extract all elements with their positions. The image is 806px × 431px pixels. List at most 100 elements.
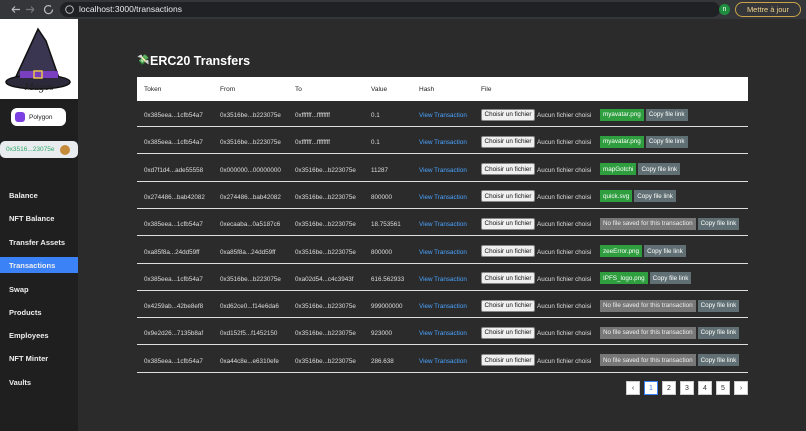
- copy-link-button[interactable]: Copy file link: [697, 326, 740, 339]
- file-tag[interactable]: mapGotchi: [600, 163, 637, 176]
- nav-item[interactable]: Transactions: [0, 257, 78, 273]
- page-button[interactable]: 1: [644, 381, 658, 395]
- copy-link-button[interactable]: Copy file link: [638, 163, 681, 176]
- hash-link[interactable]: View Transaction: [419, 275, 467, 283]
- wallet-icon: [60, 145, 70, 155]
- logo-text: Mages: [24, 81, 54, 93]
- page-button[interactable]: 3: [680, 381, 694, 395]
- table-row: [137, 265, 748, 291]
- hash-link[interactable]: View Transaction: [419, 139, 467, 147]
- to-cell: 0x3516be...b223075e: [295, 330, 356, 338]
- column-header: Value: [371, 86, 388, 93]
- table-row: [137, 156, 748, 182]
- logo-hat: [5, 27, 71, 90]
- profile-avatar[interactable]: n: [719, 4, 730, 15]
- copy-link-button[interactable]: Copy file link: [634, 190, 676, 203]
- table-row: [137, 101, 748, 127]
- token-cell: 0xa85f8a...24dd59ff: [144, 248, 200, 256]
- hash-link[interactable]: View Transaction: [419, 330, 467, 338]
- network-selector[interactable]: Polygon: [11, 108, 66, 126]
- to-cell: 0x3516be...b223075e: [295, 221, 356, 229]
- back-icon[interactable]: [11, 6, 20, 13]
- info-icon: [65, 5, 74, 14]
- page-button[interactable]: ‹: [626, 381, 640, 395]
- file-input-button[interactable]: Choisir un fichier: [481, 190, 535, 203]
- file-input-button[interactable]: Choisir un fichier: [481, 108, 535, 121]
- file-tag[interactable]: myavatar.png: [600, 135, 644, 148]
- browser-nav-icons: [11, 5, 54, 15]
- value-cell: 0.1: [371, 139, 380, 147]
- nav-item[interactable]: Balance: [9, 190, 38, 200]
- file-tag[interactable]: myavatar.png: [600, 108, 644, 121]
- forward-icon[interactable]: [26, 6, 35, 13]
- nav-item[interactable]: Products: [9, 307, 42, 317]
- nav-item[interactable]: Swap: [9, 284, 29, 294]
- copy-link-button[interactable]: Copy file link: [644, 245, 686, 257]
- file-input-button[interactable]: Choisir un fichier: [481, 245, 535, 257]
- hash-link[interactable]: View Transaction: [419, 166, 467, 174]
- file-input-button[interactable]: Choisir un fichier: [481, 163, 535, 176]
- file-tag[interactable]: IPFS_logo.png: [600, 272, 648, 285]
- nav-item[interactable]: Transfer Assets: [9, 237, 66, 247]
- file-input-button[interactable]: Choisir un fichier: [481, 217, 535, 230]
- file-input-button[interactable]: Choisir un fichier: [481, 299, 535, 312]
- copy-link-button[interactable]: Copy file link: [697, 217, 740, 230]
- page-title: ERC20 Transfers: [150, 54, 251, 68]
- hash-link[interactable]: View Transaction: [419, 248, 467, 256]
- token-cell: 0x274486...bab42082: [144, 193, 205, 201]
- hash-link[interactable]: View Transaction: [419, 193, 467, 201]
- value-cell: 923000: [371, 330, 393, 338]
- file-input-status: Aucun fichier choisi: [537, 166, 592, 174]
- nav-item[interactable]: Employees: [9, 330, 49, 340]
- file-input-status: Aucun fichier choisi: [537, 193, 592, 201]
- page-button[interactable]: ›: [734, 381, 748, 395]
- title-icon: 💸: [137, 55, 150, 66]
- address-text: 0x3516...23075e: [6, 146, 55, 153]
- column-header: Token: [144, 86, 162, 93]
- token-cell: 0x385eea...1cfb54a7: [144, 221, 203, 229]
- file-tag[interactable]: zeeError.png: [600, 245, 643, 257]
- table-row: [137, 319, 748, 346]
- file-tag: No file saved for this transaction: [600, 354, 696, 367]
- token-cell: 0x4259ab...42be8ef8: [144, 303, 204, 311]
- table-row: [137, 238, 748, 264]
- to-cell: 0x3516be...b223075e: [295, 357, 356, 365]
- page-button[interactable]: 5: [716, 381, 730, 395]
- copy-link-button[interactable]: Copy file link: [697, 299, 740, 312]
- token-cell: 0x385eea...1cfb54a7: [144, 275, 203, 283]
- nav-item[interactable]: NFT Balance: [9, 213, 55, 223]
- from-cell: 0xa85f8a...24dd59ff: [220, 248, 276, 256]
- table-row: [137, 128, 748, 155]
- table-header: [137, 77, 748, 101]
- address-bar[interactable]: [60, 2, 720, 17]
- nav-item[interactable]: Vaults: [9, 377, 32, 387]
- reload-icon[interactable]: [43, 5, 54, 15]
- hash-link[interactable]: View Transaction: [419, 357, 467, 365]
- file-input-button[interactable]: Choisir un fichier: [481, 326, 535, 339]
- from-cell: 0x3516be...b223075e: [220, 139, 281, 147]
- file-input-button[interactable]: Choisir un fichier: [481, 354, 535, 367]
- hash-link[interactable]: View Transaction: [419, 221, 467, 229]
- update-button[interactable]: Mettre à jour: [735, 2, 801, 17]
- to-cell: 0x3516be...b223075e: [295, 193, 356, 201]
- from-cell: 0x000000...00000000: [220, 166, 281, 174]
- page-button[interactable]: 2: [662, 381, 676, 395]
- hash-link[interactable]: View Transaction: [419, 112, 467, 119]
- from-cell: 0xa44c8e...e6310efe: [220, 357, 279, 365]
- file-input-button[interactable]: Choisir un fichier: [481, 135, 535, 148]
- token-cell: 0x385eea...1cfb54a7: [144, 112, 203, 119]
- logo[interactable]: [0, 19, 78, 99]
- file-tag[interactable]: quick.svg: [600, 190, 633, 203]
- hash-link[interactable]: View Transaction: [419, 303, 467, 311]
- file-input-status: Aucun fichier choisi: [537, 139, 592, 147]
- copy-link-button[interactable]: Copy file link: [697, 354, 740, 367]
- copy-link-button[interactable]: Copy file link: [645, 135, 688, 148]
- nav-item[interactable]: NFT Minter: [9, 353, 49, 363]
- copy-link-button[interactable]: Copy file link: [645, 108, 688, 121]
- table-row: [137, 210, 748, 237]
- wallet-address[interactable]: 0x3516...23075e: [0, 141, 78, 158]
- copy-link-button[interactable]: Copy file link: [649, 272, 692, 285]
- page-button[interactable]: 4: [698, 381, 712, 395]
- file-input-button[interactable]: Choisir un fichier: [481, 272, 535, 285]
